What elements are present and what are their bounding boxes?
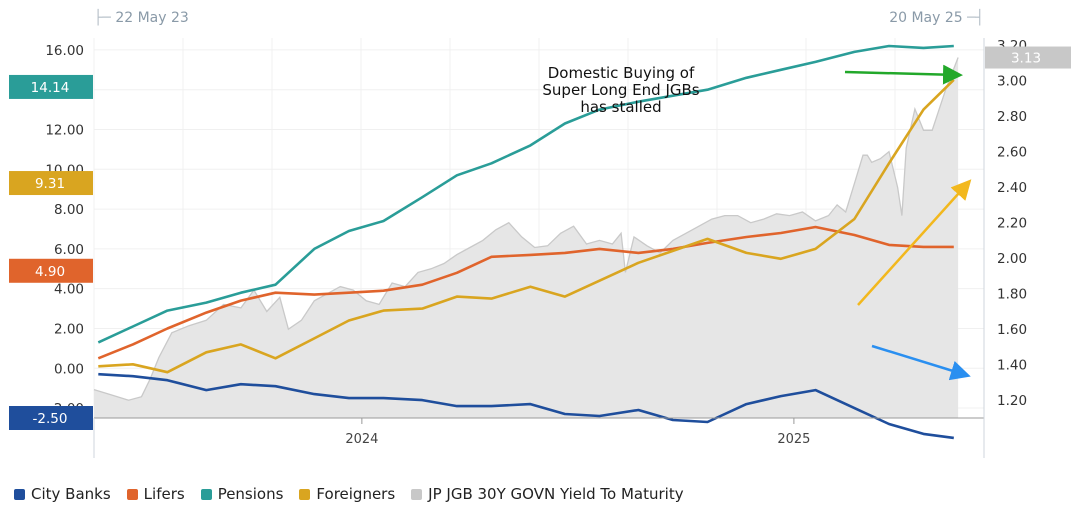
- right-tick-label: 1.80: [997, 287, 1027, 303]
- x-tick-label: 2025: [777, 432, 810, 447]
- right-tick-label: 2.40: [997, 180, 1027, 196]
- last-value-tag-label: 14.14: [31, 80, 70, 96]
- arrow-green-icon: [844, 64, 963, 85]
- arrow-blue-icon: [871, 344, 971, 381]
- annotation-text: has stalled: [580, 98, 661, 116]
- range-start-tick: ├─: [94, 10, 111, 26]
- range-end-tick: ─┤: [967, 10, 984, 26]
- legend-label: City Banks: [31, 485, 111, 503]
- series-line-lifers: [97, 225, 954, 360]
- last-value-tag: [985, 46, 1071, 69]
- left-tick-label: 16.00: [45, 43, 84, 59]
- chart-area: 2024202516.0014.0012.0010.008.006.004.00…: [9, 38, 1071, 458]
- series-line-city-banks: [98, 372, 954, 440]
- right-tick-label: 2.80: [997, 109, 1027, 125]
- legend-label: Lifers: [143, 485, 185, 503]
- series-line-pensions: [97, 44, 954, 344]
- right-tick-label: 2.00: [997, 251, 1027, 267]
- legend-swatch: [200, 488, 212, 500]
- left-tick-label: 4.00: [54, 282, 84, 298]
- legend: City Banks Lifers Pensions Foreigners JP…: [14, 485, 684, 503]
- range-end: 20 May 25 ─┤: [889, 10, 984, 26]
- left-tick-label: 2.00: [54, 321, 84, 337]
- right-tick-label: 2.20: [997, 216, 1027, 232]
- series-area-jgb-30y: [94, 57, 959, 418]
- range-end-label: 20 May 25: [889, 10, 963, 26]
- legend-swatch: [126, 488, 138, 500]
- right-tick-label: 1.20: [997, 393, 1027, 409]
- range-start: ├─ 22 May 23: [94, 10, 189, 26]
- right-tick-label: 3.00: [997, 74, 1027, 90]
- left-tick-label: 6.00: [54, 242, 84, 258]
- right-tick-label: 1.40: [997, 358, 1027, 374]
- last-value-tag-label: -2.50: [33, 411, 68, 427]
- right-tick-label: 1.60: [997, 322, 1027, 338]
- last-value-tag-label: 4.90: [35, 264, 65, 280]
- left-tick-label: 0.00: [54, 361, 84, 377]
- legend-swatch: [299, 488, 311, 500]
- arrow-gold-icon: [857, 179, 972, 306]
- legend-item-jgb-30y[interactable]: JP JGB 30Y GOVN Yield To Maturity: [411, 485, 684, 503]
- legend-item-lifers[interactable]: Lifers: [126, 485, 185, 503]
- legend-label: Pensions: [217, 485, 284, 503]
- last-value-tag: [9, 406, 93, 430]
- legend-item-foreigners[interactable]: Foreigners: [299, 485, 395, 503]
- legend-item-city-banks[interactable]: City Banks: [14, 485, 111, 503]
- legend-label: JP JGB 30Y GOVN Yield To Maturity: [428, 485, 684, 503]
- left-tick-label: 8.00: [54, 202, 84, 218]
- annotation-text: Domestic Buying of: [548, 64, 695, 82]
- last-value-tag-label: 3.13: [1011, 51, 1041, 67]
- last-value-tag-label: 9.31: [35, 176, 65, 192]
- series-line-jgb-30y: [93, 57, 959, 401]
- legend-swatch: [411, 488, 423, 500]
- last-value-tag: [9, 74, 93, 99]
- legend-item-pensions[interactable]: Pensions: [200, 485, 284, 503]
- left-tick-label: 12.00: [45, 123, 84, 139]
- legend-swatch: [14, 488, 25, 500]
- right-tick-label: 2.60: [997, 145, 1027, 161]
- range-start-label: 22 May 23: [115, 10, 189, 26]
- annotation-text: Super Long End JGBs: [542, 81, 699, 99]
- last-value-tag: [9, 258, 93, 283]
- legend-label: Foreigners: [316, 485, 396, 503]
- x-tick-label: 2024: [345, 432, 378, 447]
- series-line-foreigners: [98, 78, 955, 374]
- last-value-tag: [9, 171, 93, 196]
